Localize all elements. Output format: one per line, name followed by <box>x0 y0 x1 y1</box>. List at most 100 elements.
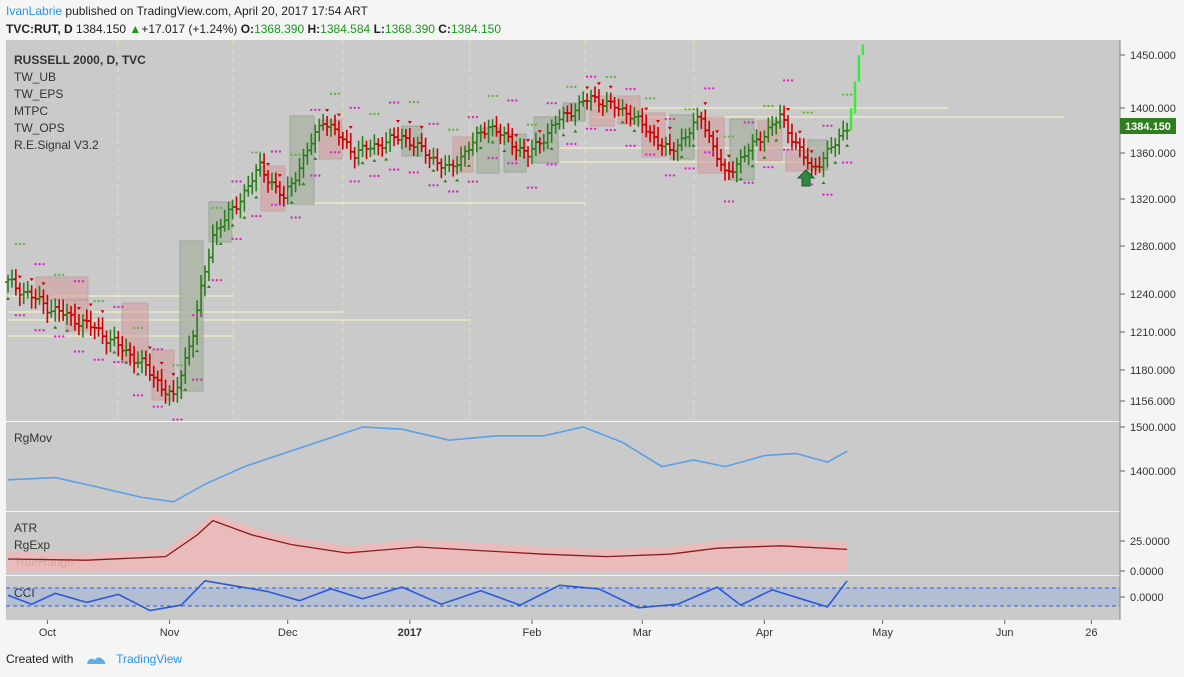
stop-dot <box>747 121 750 124</box>
stop-dot <box>605 128 609 132</box>
rgmov-line <box>7 426 848 503</box>
chart-canvas[interactable]: 1450.000 1400.000 1360.000 1320.000 1280.000… <box>0 40 1184 642</box>
up-signal-icon <box>124 360 129 364</box>
stop-dot <box>255 214 258 218</box>
close-value: 1384.150 <box>450 22 502 36</box>
stop-dot <box>117 360 120 364</box>
stop-dot <box>191 378 195 381</box>
stop-dot <box>38 329 41 332</box>
price-axis: 1450.000 1400.000 1360.000 1320.000 1280.000… <box>1120 50 1176 408</box>
stop-dot <box>259 214 262 218</box>
rgmov-pane[interactable] <box>6 422 1120 511</box>
down-signal-icon <box>29 278 34 282</box>
up-signal-icon <box>6 296 10 300</box>
up-signal-icon <box>384 157 389 161</box>
up-arrow-icon: ▲ <box>129 22 142 36</box>
stop-dot <box>648 97 652 100</box>
stop-dot <box>432 184 435 187</box>
price-tick-label: 1400.000 <box>1130 103 1176 115</box>
up-signal-icon <box>431 168 436 172</box>
up-signal-icon <box>206 285 211 289</box>
stop-dot <box>771 104 774 108</box>
stop-dot <box>172 364 175 367</box>
stop-dot <box>176 364 179 367</box>
low-label: L: <box>373 22 385 36</box>
legend-item: MTPC <box>14 104 48 118</box>
up-signal-icon <box>301 182 306 186</box>
price-tick-label: 1240.000 <box>1130 289 1176 301</box>
stop-dot <box>329 151 333 154</box>
stop-dot <box>235 237 238 241</box>
price-tag-label: 1384.150 <box>1125 121 1171 133</box>
stop-dot <box>668 117 672 121</box>
author-link[interactable]: IvanLabrie <box>6 4 63 18</box>
stop-dot <box>652 97 656 100</box>
stop-dot <box>648 153 652 156</box>
stop-dot <box>235 180 238 183</box>
stop-dot <box>396 168 400 171</box>
symbol-line: TVC:RUT, D 1384.150 ▲+17.017 (+1.24%) O:… <box>6 22 501 36</box>
price-tick-label: 1360.000 <box>1130 148 1176 160</box>
stop-dot <box>456 128 459 131</box>
stop-dot <box>688 167 691 170</box>
stop-dot <box>487 94 490 98</box>
stop-dot <box>845 161 849 164</box>
up-signal-icon <box>443 179 448 183</box>
up-signal-icon <box>455 178 460 182</box>
stop-dot <box>274 150 278 153</box>
up-signal-icon <box>466 164 471 168</box>
stop-dot <box>475 115 479 119</box>
stop-dot <box>507 99 510 102</box>
up-signal-icon <box>218 241 223 245</box>
down-signal-icon <box>348 126 353 130</box>
price-bars[interactable] <box>5 86 851 406</box>
up-signal-icon <box>372 158 377 162</box>
stop-dot <box>357 180 360 183</box>
up-signal-icon <box>195 349 200 353</box>
stop-dot <box>353 106 356 110</box>
stop-dot <box>727 135 731 138</box>
stop-dot <box>172 418 175 421</box>
up-signal-icon <box>620 120 625 124</box>
stop-dot <box>511 99 514 102</box>
stop-dot <box>34 329 37 332</box>
down-signal-icon <box>596 82 601 86</box>
stop-dot <box>97 299 100 303</box>
stop-dot <box>219 278 223 282</box>
stop-dot <box>810 111 813 114</box>
stop-dot <box>668 174 672 177</box>
stop-dot <box>743 181 746 184</box>
stop-dot <box>298 153 301 157</box>
stop-dot <box>231 237 234 241</box>
stop-dot <box>625 87 628 91</box>
stop-dot <box>81 350 85 353</box>
down-signal-icon <box>159 361 164 365</box>
stop-dot <box>644 97 648 100</box>
stop-dot <box>712 151 715 154</box>
stop-dot <box>349 180 352 183</box>
stop-dot <box>448 190 451 193</box>
stop-dot <box>515 162 518 165</box>
up-signal-icon <box>573 129 578 133</box>
down-signal-icon <box>608 85 613 89</box>
time-tick-label: Oct <box>39 627 56 639</box>
tradingview-link[interactable]: TradingView <box>116 652 183 666</box>
stop-dot <box>515 99 518 102</box>
stop-dot <box>62 335 65 338</box>
buy-arrow-icon <box>796 169 816 187</box>
stop-dot <box>727 200 731 203</box>
stop-dot <box>546 102 549 105</box>
up-signal-icon <box>738 177 743 181</box>
up-signal-icon <box>230 223 235 227</box>
down-signal-icon <box>715 130 720 134</box>
stop-dot <box>704 151 707 154</box>
stop-dot <box>412 171 416 174</box>
stop-dot <box>841 161 845 164</box>
stop-dot <box>329 92 333 96</box>
signal-markers <box>6 75 853 421</box>
down-signal-icon <box>656 119 661 123</box>
stop-dot <box>708 87 711 90</box>
up-signal-icon <box>632 128 637 132</box>
stop-dot <box>251 151 254 154</box>
legend-item: R.E.Signal V3.2 <box>14 138 99 152</box>
